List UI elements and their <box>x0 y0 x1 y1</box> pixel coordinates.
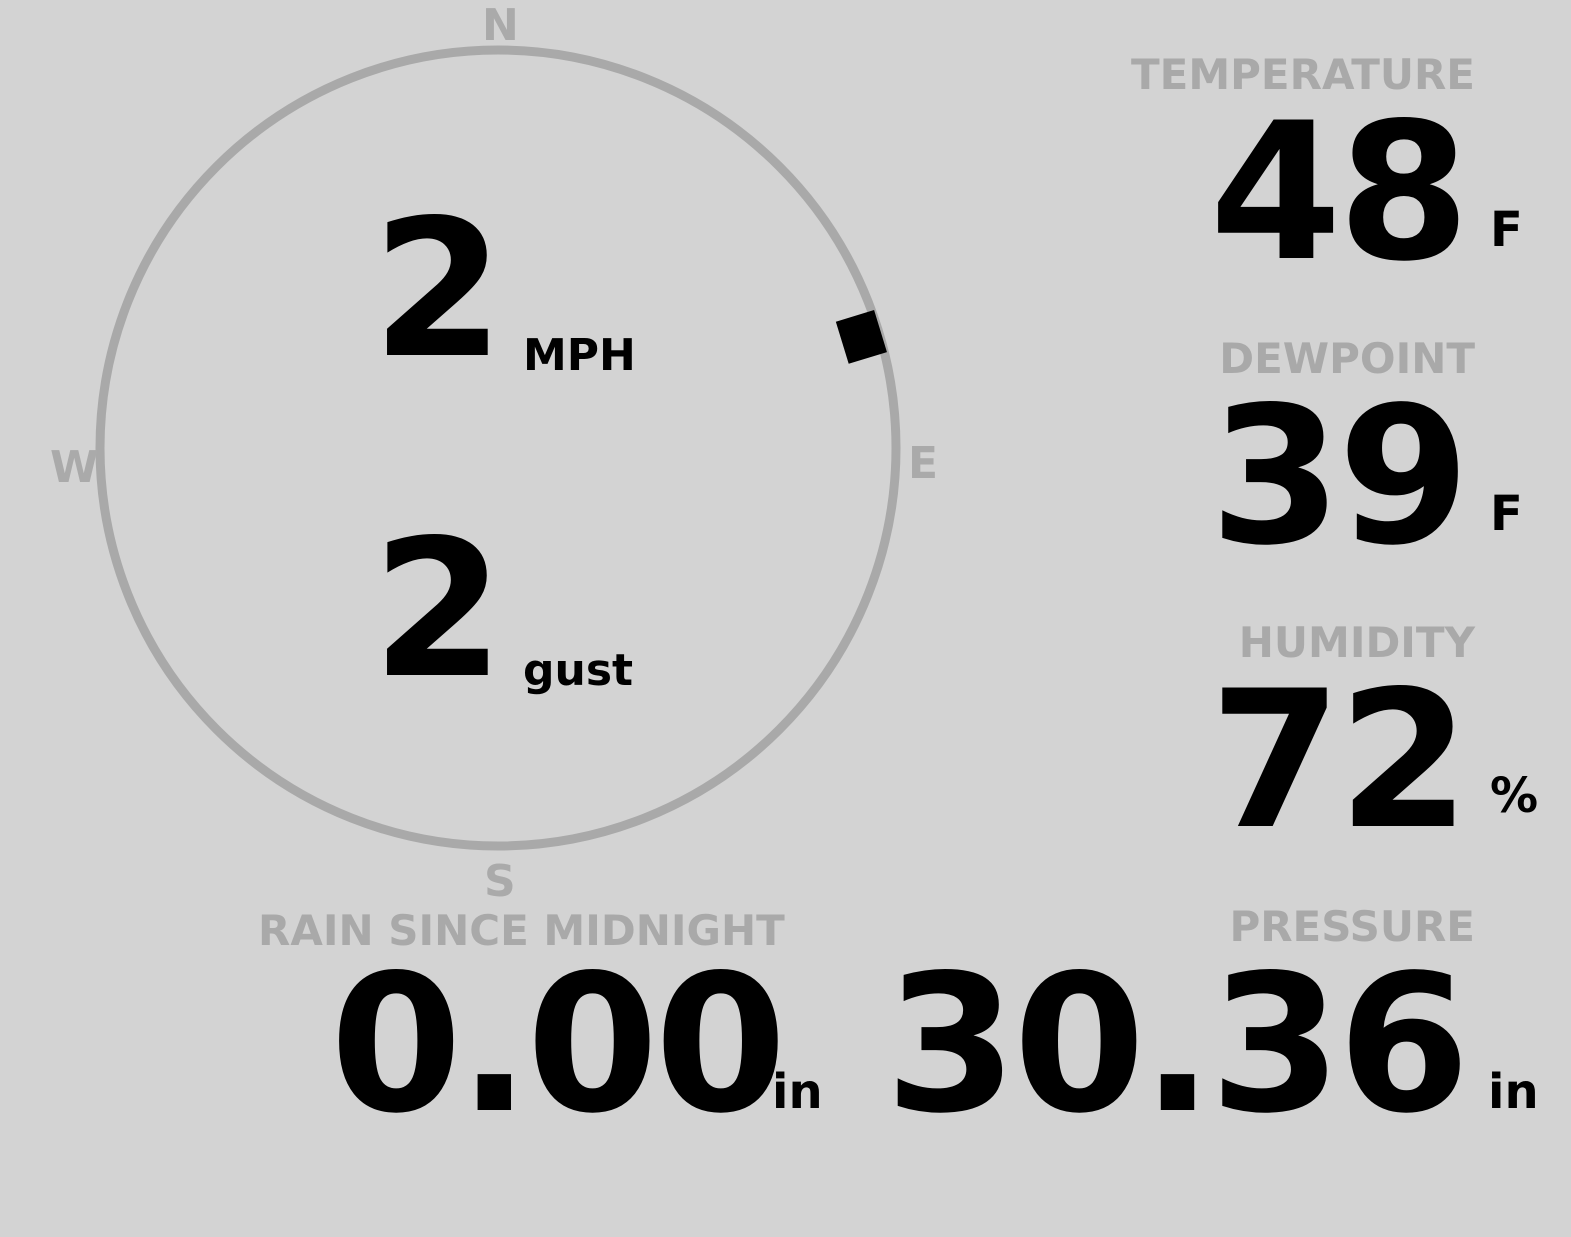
rain-unit: in <box>772 1064 823 1120</box>
wind-direction-marker <box>835 310 887 364</box>
wind-gust-value: 2 <box>372 499 504 720</box>
temperature-value: 48 <box>1209 82 1470 303</box>
pressure-unit: in <box>1488 1064 1539 1120</box>
compass-ring <box>95 45 901 851</box>
wind-gust-unit: gust <box>523 645 634 696</box>
compass-east: E <box>908 438 939 489</box>
humidity-unit: % <box>1490 768 1539 824</box>
dewpoint-value: 39 <box>1209 366 1470 587</box>
humidity-value: 72 <box>1209 650 1470 871</box>
rain-value: 0.00 <box>330 934 787 1155</box>
compass-west: W <box>50 442 99 493</box>
dewpoint-unit: F <box>1490 486 1523 542</box>
wind-speed-unit: MPH <box>523 330 636 381</box>
pressure-value: 30.36 <box>885 934 1470 1155</box>
wind-speed-value: 2 <box>372 179 504 400</box>
compass-south: S <box>484 856 516 907</box>
rain-label: RAIN SINCE MIDNIGHT <box>258 906 785 955</box>
compass-north: N <box>482 0 519 51</box>
pressure-label: PRESSURE <box>1229 902 1475 951</box>
humidity-label: HUMIDITY <box>1238 618 1475 667</box>
temperature-label: TEMPERATURE <box>1131 50 1475 99</box>
temperature-unit: F <box>1490 202 1523 258</box>
dewpoint-label: DEWPOINT <box>1219 334 1475 383</box>
